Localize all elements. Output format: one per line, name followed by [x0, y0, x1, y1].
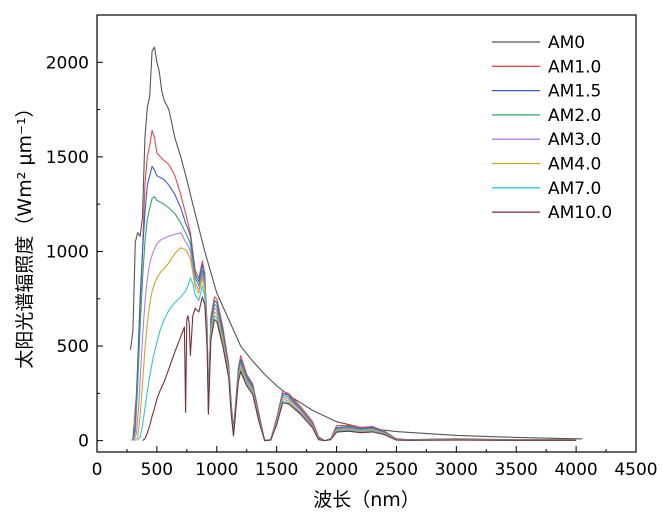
legend-label: AM4.0 — [548, 155, 601, 175]
x-tick-label: 500 — [141, 460, 173, 480]
series-line-4 — [133, 232, 577, 442]
x-tick-label: 0 — [92, 460, 103, 480]
x-tick-label: 3500 — [495, 460, 538, 480]
y-tick-label: 1500 — [46, 148, 89, 168]
x-tick-label: 1000 — [195, 460, 238, 480]
legend: AM0 AM1.0 AM1.5 AM2.0 AM3.0 AM4.0 AM7.0 AM10.0 — [492, 33, 612, 223]
legend-label: AM2.0 — [548, 106, 601, 126]
legend-label: AM7.0 — [548, 179, 601, 199]
legend-label: AM1.0 — [548, 57, 601, 77]
y-tick-label: 1000 — [46, 242, 89, 262]
y-axis-title: 太阳光谱辐照度（Wm² μm⁻¹） — [14, 98, 36, 368]
x-axis-title: 波长（nm） — [313, 489, 420, 511]
legend-label: AM10.0 — [548, 203, 612, 223]
legend-label: AM1.5 — [548, 82, 601, 102]
series-line-6 — [137, 277, 577, 442]
x-tick-label: 2500 — [375, 460, 418, 480]
series-line-3 — [132, 196, 577, 442]
x-tick-label: 3000 — [435, 460, 478, 480]
x-tick-label: 2000 — [315, 460, 358, 480]
x-tick-label: 4000 — [554, 460, 597, 480]
y-tick-label: 2000 — [46, 53, 89, 73]
legend-label: AM0 — [548, 33, 585, 53]
series-line-2 — [132, 165, 577, 442]
y-tick-label: 500 — [57, 337, 89, 357]
y-axis-ticks: 0 500 1000 1500 2000 — [46, 53, 103, 452]
series-layer — [129, 46, 583, 442]
x-tick-label: 4500 — [614, 460, 657, 480]
series-line-0 — [129, 46, 583, 440]
legend-label: AM3.0 — [548, 130, 601, 150]
y-tick-label: 0 — [78, 432, 89, 452]
x-tick-label: 1500 — [255, 460, 298, 480]
series-line-7 — [142, 296, 577, 442]
x-axis-ticks: 0 500 1000 1500 2000 2500 3000 3500 4000 4500 — [92, 446, 658, 480]
